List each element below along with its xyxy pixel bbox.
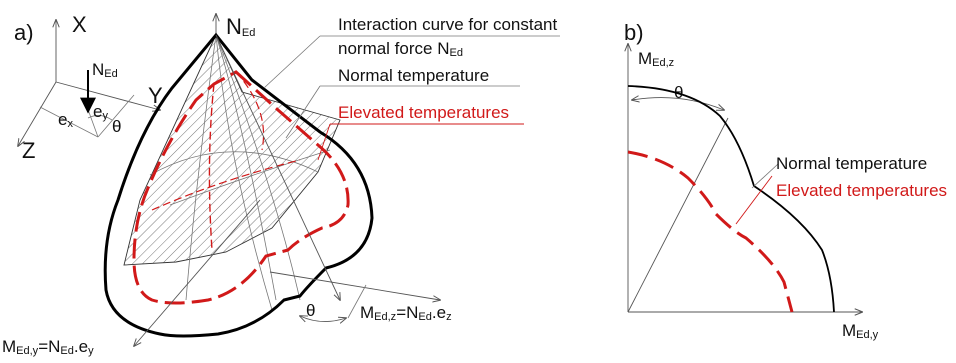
elevated-leader (317, 123, 331, 161)
force-label: NEd (92, 60, 118, 80)
mesh-line-3 (215, 34, 301, 301)
panel-b-tag: b) (624, 20, 644, 45)
interaction-curve-label-line1: Interaction curve for constant (338, 15, 558, 34)
ned-top-label: NEd (226, 14, 255, 39)
medz-axis-arrow (215, 34, 340, 300)
elevated-mesh-line-3 (235, 71, 265, 151)
panel-a-tag: a) (14, 20, 34, 45)
coordinate-system-sketch: X Y Z NEd ex ey θ (18, 12, 163, 163)
panel-a: a) X Y Z NEd ex ey θ (2, 12, 560, 357)
normal-temperature-label-b: Normal temperature (776, 154, 927, 173)
theta-arc-b (632, 98, 724, 110)
theta-guide (347, 284, 367, 319)
elevated-temperatures-surface (132, 70, 350, 305)
z-axis-label: Z (22, 138, 35, 163)
elevated-mesh-line-1 (208, 83, 215, 251)
panel-b: b) θ Normal temperature Elevated tempera… (624, 20, 947, 341)
theta-direction-line (627, 117, 729, 313)
normal-temperature-label-a: Normal temperature (338, 66, 489, 85)
theta-label-a: θ (306, 301, 315, 320)
elevated-temperatures-label-b: Elevated temperatures (776, 181, 947, 200)
ey-guide-line (97, 94, 135, 138)
medy-axis-label-b: MEd,y (842, 321, 879, 341)
interaction-curve-label-line2: normal force NEd (338, 39, 463, 59)
normal-leader-b (751, 163, 779, 189)
mesh-line-2 (185, 34, 217, 301)
x-axis-label: X (72, 12, 87, 37)
ex-label: ex (58, 110, 73, 130)
z-axis-arrow (18, 81, 57, 146)
mesh-line-4 (215, 34, 277, 301)
medz-label: MEd,z=NEd.ez (360, 303, 452, 323)
theta-arc-small (87, 115, 113, 121)
medz-axis-label-b: MEd,z (638, 49, 674, 69)
medy-label: MEd,y=NEd.ey (2, 337, 94, 357)
ey-label: ey (93, 102, 108, 122)
elevated-mesh-line-2 (151, 159, 301, 211)
interaction-surface (103, 14, 440, 346)
mesh-line-6 (169, 149, 331, 206)
theta-label-small: θ (112, 117, 121, 136)
y-axis-arrow (55, 81, 160, 110)
elevated-temperatures-label-a: Elevated temperatures (338, 103, 509, 122)
elevated-temperatures-curve-b (627, 150, 794, 313)
y-axis-label: Y (148, 83, 163, 108)
theta-label-b: θ (674, 83, 683, 102)
medy-axis-arrow (134, 199, 261, 346)
ex-guide-line (39, 106, 99, 138)
normal-temperature-surface (103, 32, 374, 338)
mesh-line-5 (149, 151, 319, 176)
elevated-leader-b (735, 175, 773, 225)
medz-projection-arrow (269, 271, 440, 300)
normal-leader (285, 85, 321, 139)
mesh-line-1 (215, 34, 273, 311)
theta-arc (300, 316, 346, 322)
interaction-leader (263, 35, 321, 89)
interaction-curve-hatched (123, 33, 341, 266)
